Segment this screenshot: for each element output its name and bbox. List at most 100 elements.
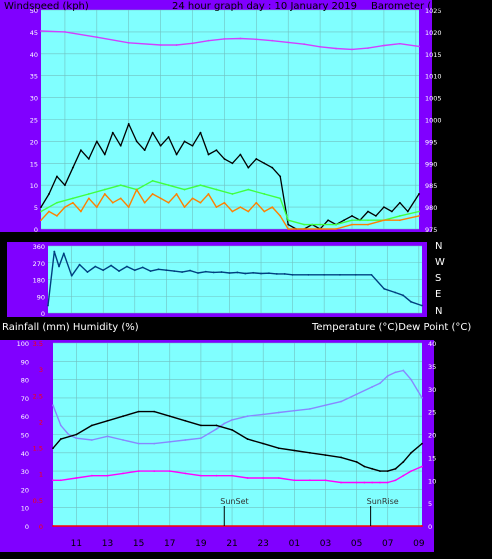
sunset-annotation: SunSet [220, 497, 248, 506]
y-rain-tick-label: 2.5 [33, 392, 43, 400]
y-left-tick-label: 15 [30, 160, 38, 168]
x-tick-label: 01 [289, 539, 300, 549]
point-gust_green [71, 197, 74, 200]
point-gust_orange [183, 206, 186, 209]
point-direction [268, 272, 270, 275]
y-left-tick-label: 60 [21, 413, 29, 421]
point-direction [173, 270, 176, 273]
point-windspeed [271, 166, 274, 169]
y-rain-tick-label: 3 [39, 366, 43, 374]
point-gust_orange [135, 188, 138, 191]
series-gust_orange [40, 188, 420, 230]
y-right-tick-label: 30 [428, 386, 436, 394]
sunrise-annotation: SunRise [367, 497, 399, 506]
point-windspeed [223, 158, 226, 160]
point-gust_orange [303, 228, 306, 230]
point-gust_green [183, 188, 186, 191]
point-dewpoint [386, 481, 389, 484]
point-gust_orange [223, 201, 226, 204]
point-dewpoint [168, 470, 171, 472]
point-barometer [351, 48, 353, 51]
y-right-tick-label: 975 [425, 226, 437, 234]
point-gust_green [167, 184, 170, 187]
x-tick-label: 01 [282, 232, 293, 242]
y-left-tick-label: 0 [41, 310, 45, 318]
point-temperature [75, 433, 78, 436]
point-gust_orange [159, 197, 162, 200]
point-humidity [200, 437, 202, 440]
point-temperature [277, 447, 280, 450]
point-direction [354, 273, 357, 276]
point-gust_orange [319, 228, 322, 230]
point-gust_orange [207, 193, 210, 195]
compass-label-e: E [435, 289, 441, 300]
point-dewpoint [75, 477, 78, 479]
point-temperature [379, 470, 381, 472]
x-tick-label: 21 [226, 539, 237, 549]
y-right-tick-label: 10 [428, 477, 436, 485]
point-temperature [262, 442, 265, 445]
point-windspeed [263, 162, 266, 165]
point-dewpoint [52, 479, 54, 482]
point-rainfall [52, 525, 54, 527]
point-gust_orange [255, 201, 258, 204]
y-left-tick-label: 25 [30, 117, 38, 125]
point-gust_orange [239, 206, 242, 209]
point-humidity [122, 439, 124, 441]
point-direction [133, 269, 136, 272]
point-dewpoint [371, 481, 374, 484]
point-dewpoint [262, 477, 265, 479]
point-dewpoint [293, 479, 296, 482]
point-windspeed [247, 166, 250, 169]
point-temperature [59, 438, 62, 440]
y-rain-tick-label: 0.5 [33, 497, 43, 505]
point-humidity [324, 404, 327, 407]
point-windspeed [119, 144, 122, 147]
point-temperature [293, 449, 296, 452]
point-gust_orange [103, 193, 106, 195]
point-windspeed [418, 193, 420, 195]
point-windspeed [398, 201, 401, 204]
point-direction [149, 270, 152, 273]
x-tick-label: 03 [314, 232, 325, 242]
point-gust_green [40, 210, 42, 213]
point-humidity [168, 440, 171, 443]
y-rain-tick-label: 1.5 [33, 445, 43, 453]
point-dewpoint [215, 474, 218, 477]
y-rain-tick-label: 2 [39, 418, 43, 426]
point-temperature [308, 451, 311, 454]
point-humidity [91, 439, 93, 441]
barometer-axis-title: Barometer (hpa) [371, 1, 454, 12]
point-humidity [231, 418, 233, 421]
point-temperature [91, 424, 93, 427]
point-barometer [367, 47, 369, 50]
point-windspeed [95, 140, 98, 143]
point-humidity [371, 386, 374, 388]
point-gust_orange [191, 197, 194, 200]
y-left-tick-label: 10 [30, 182, 38, 190]
point-gust_orange [271, 206, 274, 209]
point-temperature [106, 419, 109, 422]
point-gust_orange [40, 219, 42, 222]
point-direction [53, 250, 56, 253]
y-left-tick-label: 180 [33, 277, 45, 285]
point-windspeed [287, 223, 290, 226]
point-gust_orange [367, 223, 369, 226]
x-tick-label: 11 [59, 232, 70, 242]
point-direction [62, 252, 65, 255]
point-temperature [386, 470, 389, 472]
point-humidity [379, 382, 381, 385]
point-barometer [319, 45, 322, 48]
point-direction [421, 304, 423, 307]
y-right-tick-label: 25 [428, 409, 436, 417]
point-gust_green [279, 197, 282, 200]
x-tick-label: 15 [133, 539, 144, 549]
y-left-tick-label: 360 [33, 243, 45, 251]
point-humidity [421, 397, 423, 399]
point-temperature [215, 424, 218, 427]
point-dewpoint [184, 472, 187, 475]
point-gust_orange [247, 210, 250, 213]
point-temperature [52, 447, 54, 450]
point-gust_green [418, 210, 420, 213]
